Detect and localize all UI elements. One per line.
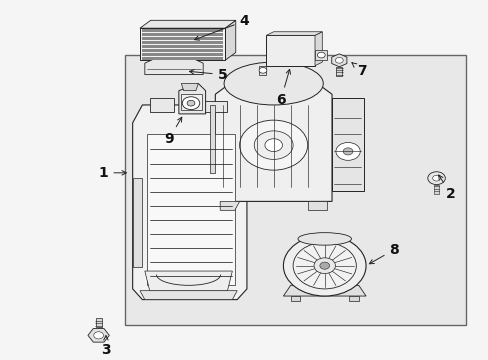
Polygon shape xyxy=(96,318,102,328)
Text: 6: 6 xyxy=(276,69,290,107)
Polygon shape xyxy=(149,98,174,112)
Ellipse shape xyxy=(224,62,323,105)
Circle shape xyxy=(94,332,103,339)
Polygon shape xyxy=(181,84,198,91)
Circle shape xyxy=(187,100,195,106)
Polygon shape xyxy=(266,32,322,35)
Polygon shape xyxy=(307,201,326,210)
Ellipse shape xyxy=(297,233,351,245)
Polygon shape xyxy=(433,185,438,194)
Circle shape xyxy=(239,120,307,170)
Circle shape xyxy=(264,139,282,152)
Text: 2: 2 xyxy=(438,175,455,201)
Polygon shape xyxy=(290,296,300,301)
Polygon shape xyxy=(144,271,232,291)
Polygon shape xyxy=(224,20,235,60)
Polygon shape xyxy=(348,296,358,301)
Circle shape xyxy=(319,262,329,269)
Polygon shape xyxy=(203,102,227,112)
Polygon shape xyxy=(266,35,314,66)
Polygon shape xyxy=(314,50,326,60)
Circle shape xyxy=(317,52,325,58)
Polygon shape xyxy=(142,41,222,44)
Circle shape xyxy=(343,148,352,155)
Circle shape xyxy=(427,172,445,185)
Polygon shape xyxy=(283,285,366,296)
Polygon shape xyxy=(179,84,205,114)
Circle shape xyxy=(432,175,440,181)
Polygon shape xyxy=(142,29,222,32)
Polygon shape xyxy=(314,32,322,66)
Text: 4: 4 xyxy=(194,14,249,40)
Polygon shape xyxy=(144,58,203,75)
Polygon shape xyxy=(181,94,202,110)
Polygon shape xyxy=(142,33,222,36)
Polygon shape xyxy=(142,37,222,40)
Text: 1: 1 xyxy=(99,166,126,180)
Polygon shape xyxy=(259,66,266,75)
Polygon shape xyxy=(210,105,215,173)
Polygon shape xyxy=(142,49,222,52)
Bar xyxy=(125,55,465,325)
Polygon shape xyxy=(132,105,246,300)
Circle shape xyxy=(283,235,366,296)
Circle shape xyxy=(313,258,335,274)
Polygon shape xyxy=(142,45,222,48)
Circle shape xyxy=(292,243,356,289)
Polygon shape xyxy=(220,201,239,210)
Circle shape xyxy=(259,67,266,73)
Text: 7: 7 xyxy=(351,63,366,78)
Text: 8: 8 xyxy=(368,243,398,264)
Polygon shape xyxy=(140,291,237,300)
Polygon shape xyxy=(88,329,109,342)
Polygon shape xyxy=(147,134,234,285)
Polygon shape xyxy=(140,20,235,28)
Text: 3: 3 xyxy=(101,336,110,357)
Circle shape xyxy=(335,143,360,160)
Polygon shape xyxy=(331,98,363,191)
Polygon shape xyxy=(336,67,342,76)
Polygon shape xyxy=(331,54,346,67)
Polygon shape xyxy=(142,53,222,56)
Polygon shape xyxy=(142,57,222,60)
Text: 5: 5 xyxy=(189,68,227,82)
Polygon shape xyxy=(215,76,331,201)
Circle shape xyxy=(254,131,292,159)
Circle shape xyxy=(182,97,200,109)
Text: 9: 9 xyxy=(164,117,182,146)
Circle shape xyxy=(335,58,343,63)
Polygon shape xyxy=(132,178,142,267)
Polygon shape xyxy=(140,28,224,60)
